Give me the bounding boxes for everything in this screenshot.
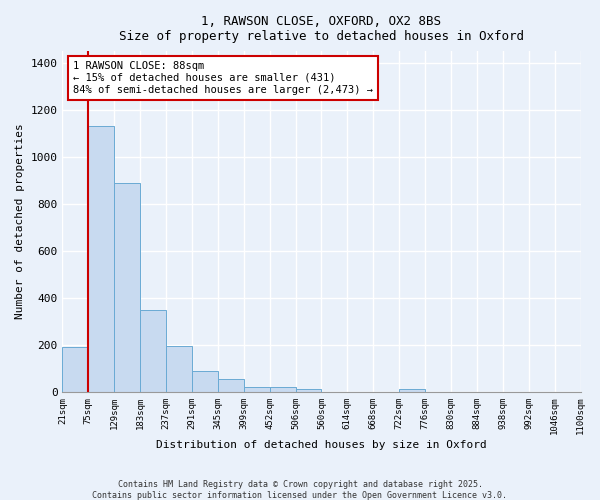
Text: Contains HM Land Registry data © Crown copyright and database right 2025.
Contai: Contains HM Land Registry data © Crown c… <box>92 480 508 500</box>
X-axis label: Distribution of detached houses by size in Oxford: Distribution of detached houses by size … <box>156 440 487 450</box>
Bar <box>192 372 218 392</box>
Bar <box>88 126 114 392</box>
Text: 1 RAWSON CLOSE: 88sqm
← 15% of detached houses are smaller (431)
84% of semi-det: 1 RAWSON CLOSE: 88sqm ← 15% of detached … <box>73 62 373 94</box>
Bar <box>62 348 88 392</box>
Bar <box>140 310 166 392</box>
Bar <box>244 387 269 392</box>
Bar <box>114 182 140 392</box>
Bar <box>166 346 192 392</box>
Bar <box>399 389 425 392</box>
Bar <box>269 388 296 392</box>
Y-axis label: Number of detached properties: Number of detached properties <box>15 124 25 320</box>
Title: 1, RAWSON CLOSE, OXFORD, OX2 8BS
Size of property relative to detached houses in: 1, RAWSON CLOSE, OXFORD, OX2 8BS Size of… <box>119 15 524 43</box>
Bar <box>218 379 244 392</box>
Bar <box>296 389 322 392</box>
